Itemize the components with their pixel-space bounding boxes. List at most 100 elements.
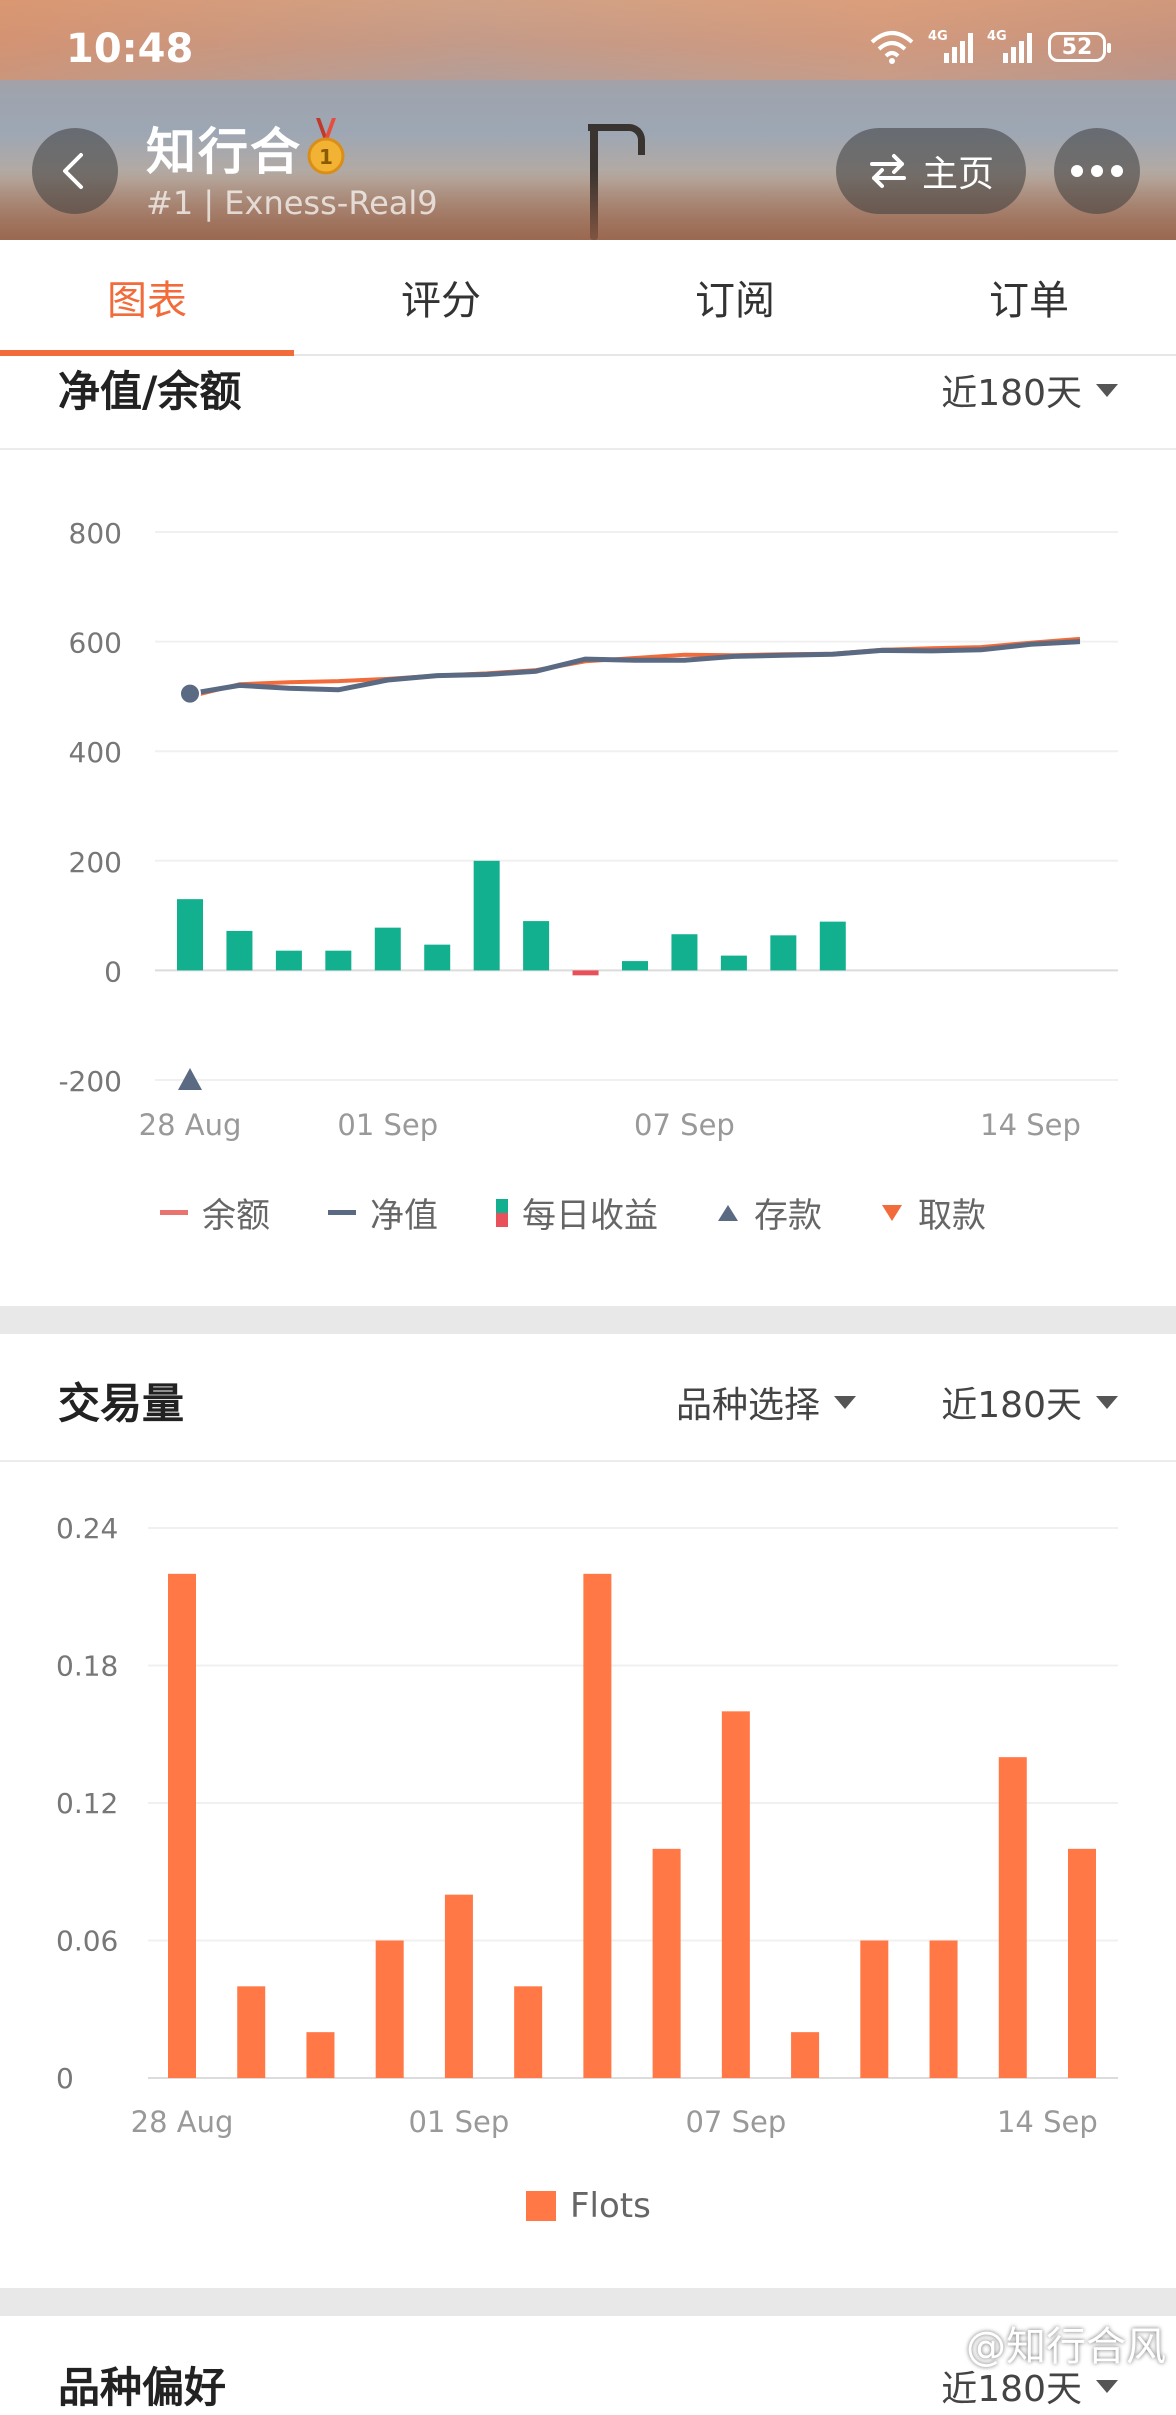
symbol-select[interactable]: 品种选择 <box>676 1376 857 1428</box>
volume-bar <box>444 1894 473 2078</box>
x-tick-label: 28 Aug <box>139 1108 242 1142</box>
wifi-icon <box>870 31 914 64</box>
section-gap <box>0 1306 1176 1334</box>
daily-profit-bar <box>177 899 203 971</box>
x-tick-label: 14 Sep <box>980 1108 1081 1142</box>
deposit-point <box>179 682 201 705</box>
equity-legend: 余额 净值 每日收益 存款 取款 <box>160 1188 986 1237</box>
pole-hook <box>588 124 645 155</box>
gold-medal-icon: 1 <box>307 118 345 175</box>
legend-balance-label: 余额 <box>202 1196 270 1236</box>
more-dot-icon <box>1071 165 1083 177</box>
status-bar: 10:48 4G 4G 52 <box>0 0 1176 100</box>
account-info: #1 | Exness-Real9 <box>146 184 438 222</box>
daily-profit-bar <box>622 961 648 971</box>
more-button[interactable] <box>1054 128 1140 214</box>
volume-bar <box>237 1986 266 2078</box>
legend-daily-profit-label: 每日收益 <box>522 1196 658 1236</box>
y-tick-label: 0.12 <box>56 1787 118 1820</box>
status-time: 10:48 <box>66 26 194 72</box>
home-button-label: 主页 <box>921 154 994 195</box>
caret-down-icon <box>1096 2379 1118 2393</box>
volume-bar <box>375 1940 404 2078</box>
tab-orders[interactable]: 订单 <box>989 278 1069 324</box>
daily-profit-bar <box>572 970 599 976</box>
legend-equity-label: 净值 <box>370 1196 438 1236</box>
caret-down-icon <box>1096 383 1118 397</box>
deposit-marker <box>178 1068 202 1090</box>
network-type-2: 4G <box>987 29 1007 44</box>
preference-section-title: 品种偏好 <box>58 2363 227 2412</box>
x-tick-label: 28 Aug <box>131 2105 234 2139</box>
x-tick-label: 01 Sep <box>409 2105 510 2139</box>
symbol-select-label: 品种选择 <box>676 1385 821 1426</box>
x-tick-label: 07 Sep <box>685 2105 786 2139</box>
svg-text:1: 1 <box>319 145 333 169</box>
trader-name: 知行合 <box>146 123 302 181</box>
volume-bar <box>168 1573 196 2078</box>
volume-range-select[interactable]: 近180天 <box>941 1376 1118 1428</box>
tab-subscribe[interactable]: 订阅 <box>695 278 775 324</box>
y-tick-label: 0 <box>56 2062 74 2095</box>
x-tick-label: 01 Sep <box>337 1108 438 1142</box>
volume-bar <box>998 1757 1027 2078</box>
x-tick-label: 14 Sep <box>997 2105 1098 2139</box>
series-line-净值 <box>189 639 1081 697</box>
volume-legend: Flots <box>526 2186 651 2226</box>
flots-swatch-icon <box>526 2191 556 2221</box>
volume-chart: 0.24 0.18 0.12 0.06 0 28 Aug 01 Sep 07 Sep 14 Se… <box>56 1512 1118 2139</box>
watermark: @知行合风 <box>966 2324 1166 2370</box>
volume-bar <box>721 1711 750 2078</box>
daily-profit-bar <box>226 930 253 971</box>
legend-flots[interactable]: Flots <box>526 2186 651 2226</box>
legend-daily-profit[interactable]: 每日收益 <box>496 1188 658 1237</box>
volume-bar <box>860 1940 889 2078</box>
daily-profit-bar <box>275 950 302 971</box>
daily-profit-bar <box>770 935 797 971</box>
y-tick-label: 0.24 <box>56 1512 118 1545</box>
battery-level: 52 <box>1061 34 1093 60</box>
y-tick-label: 0 <box>104 955 122 988</box>
legend-equity[interactable]: 净值 <box>328 1188 438 1237</box>
volume-bar <box>1068 1848 1096 2078</box>
daily-profit-bar <box>671 934 698 971</box>
legend-withdrawal-label: 取款 <box>918 1196 986 1236</box>
daily-profit-bar <box>374 927 401 971</box>
network-type: 4G <box>928 29 948 44</box>
daily-profit-bar <box>523 921 550 971</box>
home-button[interactable]: 主页 <box>836 128 1026 214</box>
legend-withdrawal[interactable]: 取款 <box>880 1188 986 1237</box>
legend-deposit-label: 存款 <box>754 1196 822 1236</box>
caret-down-icon <box>834 1395 857 1409</box>
volume-bar <box>929 1940 958 2078</box>
sky-glow <box>0 0 1176 80</box>
more-dot-icon <box>1091 165 1103 177</box>
equity-range-label: 近180天 <box>941 373 1082 414</box>
y-tick-label: 600 <box>69 627 122 660</box>
divider <box>0 1460 1176 1462</box>
y-tick-label: 800 <box>69 517 122 550</box>
triangle-up-icon <box>718 1204 738 1221</box>
equity-section-title: 净值/余额 <box>58 367 242 416</box>
volume-bar <box>514 1986 543 2078</box>
header-banner: 10:48 4G 4G 52 知行合 <box>0 0 1176 240</box>
volume-section-title: 交易量 <box>58 1379 185 1428</box>
triangle-down-icon <box>882 1204 902 1221</box>
caret-down-icon <box>1096 1395 1118 1409</box>
signal-icon-2: 4G <box>987 29 1032 63</box>
tab-rating[interactable]: 评分 <box>401 278 481 324</box>
tab-chart[interactable]: 图表 <box>0 240 294 356</box>
legend-balance[interactable]: 余额 <box>160 1188 270 1237</box>
battery-icon: 52 <box>1048 32 1111 62</box>
equity-balance-chart: 800 600 400 200 0 -200 28 Aug 01 Sep 07 Sep 14 Se… <box>58 517 1118 1142</box>
volume-range-label: 近180天 <box>941 1385 1082 1426</box>
balance-swatch-icon <box>160 1210 188 1215</box>
daily-profit-bar <box>819 921 846 971</box>
tab-bar: 图表 评分 订阅 订单 <box>0 240 1176 356</box>
back-button[interactable] <box>32 128 118 214</box>
equity-range-select[interactable]: 近180天 <box>941 364 1118 416</box>
volume-bar <box>306 2032 335 2078</box>
equity-swatch-icon <box>328 1210 356 1215</box>
legend-deposit[interactable]: 存款 <box>716 1188 822 1237</box>
y-tick-label: 200 <box>69 846 122 879</box>
